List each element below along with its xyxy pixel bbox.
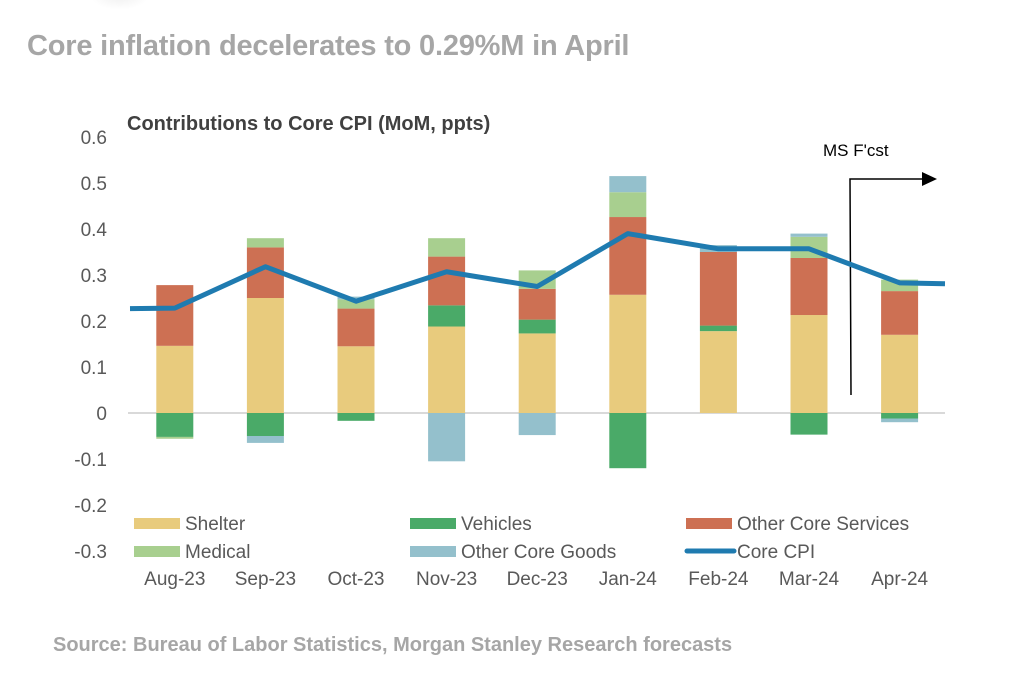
bar-segment-shelter (246, 298, 284, 413)
bar-segment-vehicles (428, 305, 466, 327)
legend-label: Other Core Goods (461, 542, 616, 563)
bar-segment-other-core-goods (790, 233, 828, 237)
chart-title: Contributions to Core CPI (MoM, ppts) (127, 113, 490, 135)
legend-label: Other Core Services (737, 514, 909, 535)
bar-segment-other-core-services (337, 308, 375, 347)
bar-segment-shelter (337, 346, 375, 413)
bar-segment-other-core-goods (518, 413, 556, 436)
bar-segment-vehicles (881, 413, 919, 419)
legend-item: Other Core Goods (410, 542, 616, 563)
y-tick-label: -0.1 (74, 450, 107, 471)
bar-segment-vehicles (156, 413, 194, 437)
bars (156, 176, 919, 469)
bar-stack (518, 270, 556, 436)
legend-swatch (410, 546, 456, 557)
x-tick-label: Dec-23 (507, 569, 568, 590)
bar-segment-shelter (790, 315, 828, 413)
y-axis: -0.3 -0.2 -0.1 0 0.1 0.2 0.3 0.4 0.5 0.6 (74, 128, 107, 563)
bar-segment-medical (246, 238, 284, 248)
bar-segment-other-core-services (881, 291, 919, 335)
bar-segment-vehicles (790, 413, 828, 435)
bar-segment-medical (428, 238, 466, 257)
bar-segment-vehicles (246, 413, 284, 436)
bar-segment-other-core-goods (337, 296, 375, 300)
bar-stack (156, 285, 194, 439)
bar-segment-other-core-goods (246, 436, 284, 443)
bar-stack (881, 279, 919, 423)
bar-stack (609, 176, 647, 469)
x-tick-label: Feb-24 (688, 569, 749, 590)
x-axis: Aug-23 Sep-23 Oct-23 Nov-23 Dec-23 Jan-24 Feb-… (144, 569, 928, 590)
bar-segment-medical (609, 192, 647, 218)
headline: Core inflation decelerates to 0.29%M in … (27, 30, 630, 62)
bar-segment-other-core-goods (428, 413, 466, 462)
bar-stack (790, 233, 828, 435)
forecast-label: MS F'cst (823, 141, 889, 160)
x-tick-label: Nov-23 (416, 569, 477, 590)
forecast-annotation: MS F'cst (823, 141, 937, 396)
legend-swatch (134, 546, 180, 557)
bar-segment-shelter (156, 345, 194, 413)
y-tick-label: 0.1 (81, 358, 107, 379)
bar-segment-other-core-services (156, 285, 194, 346)
y-tick-label: 0 (96, 404, 107, 425)
y-tick-label: 0.3 (81, 266, 107, 287)
bar-segment-vehicles (337, 413, 375, 421)
bar-stack (699, 245, 737, 413)
y-tick-label: -0.2 (74, 496, 107, 517)
bar-segment-other-core-goods (881, 418, 919, 423)
bar-segment-other-core-goods (609, 176, 647, 193)
x-tick-label: Jan-24 (599, 569, 658, 590)
forecast-arrow (849, 178, 922, 396)
bar-segment-vehicles (518, 319, 556, 334)
bar-segment-other-core-services (699, 252, 737, 326)
bar-segment-other-core-services (428, 256, 466, 306)
bar-segment-other-core-services (790, 257, 828, 316)
legend: Shelter Vehicles Other Core Services Medica… (134, 514, 909, 563)
bar-segment-other-core-services (609, 217, 647, 295)
y-tick-label: 0.6 (81, 128, 107, 149)
legend-item: Vehicles (410, 514, 532, 535)
bar-stack (428, 238, 466, 462)
bar-segment-medical (881, 279, 919, 292)
legend-item: Core CPI (684, 542, 815, 563)
x-tick-label: Apr-24 (871, 569, 928, 590)
bar-stack (337, 296, 375, 421)
background-smudge (90, 0, 150, 10)
legend-item: Medical (134, 542, 250, 563)
y-tick-label: 0.5 (81, 174, 107, 195)
bar-segment-shelter (609, 294, 647, 413)
x-tick-label: Sep-23 (235, 569, 296, 590)
legend-swatch (686, 518, 732, 529)
x-tick-label: Aug-23 (144, 569, 205, 590)
x-tick-label: Oct-23 (327, 569, 384, 590)
y-tick-label: 0.4 (81, 220, 108, 241)
legend-label: Medical (185, 542, 250, 563)
legend-label: Core CPI (737, 542, 815, 563)
y-tick-label: -0.3 (74, 542, 107, 563)
source-note: Source: Bureau of Labor Statistics, Morg… (53, 634, 733, 656)
y-tick-label: 0.2 (81, 312, 107, 333)
legend-swatch (410, 518, 456, 529)
bar-segment-shelter (881, 334, 919, 413)
bar-segment-shelter (518, 333, 556, 413)
legend-item: Other Core Services (686, 514, 909, 535)
legend-swatch (134, 518, 180, 529)
arrowhead-icon (922, 172, 937, 186)
legend-label: Vehicles (461, 514, 532, 535)
legend-label: Shelter (185, 514, 246, 535)
x-tick-label: Mar-24 (779, 569, 840, 590)
bar-segment-shelter (699, 331, 737, 413)
bar-segment-other-core-services (518, 288, 556, 320)
bar-segment-vehicles (699, 325, 737, 332)
legend-item: Shelter (134, 514, 246, 535)
bar-segment-vehicles (609, 413, 647, 469)
bar-segment-medical (337, 299, 375, 309)
bar-segment-medical (156, 436, 194, 439)
core-cpi-line (129, 231, 946, 312)
bar-segment-shelter (428, 326, 466, 413)
